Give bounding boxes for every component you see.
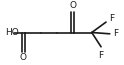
Text: F: F [113, 29, 118, 38]
Text: O: O [69, 1, 76, 10]
Text: HO: HO [5, 28, 19, 37]
Text: F: F [109, 14, 114, 23]
Text: O: O [20, 53, 27, 62]
Text: F: F [98, 51, 103, 60]
